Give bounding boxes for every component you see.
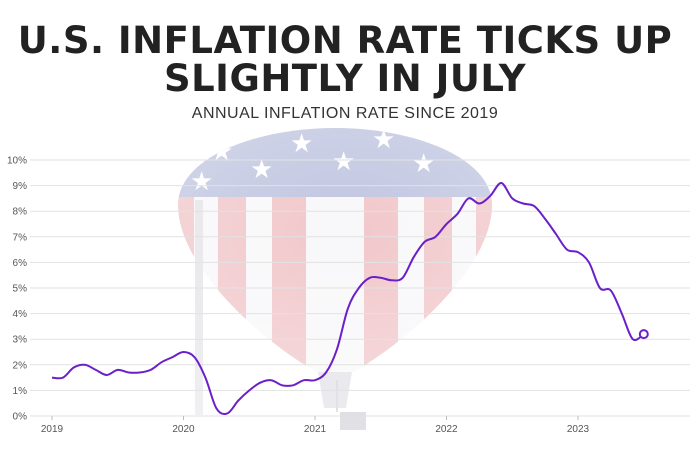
x-tick-label: 2019 bbox=[41, 424, 64, 435]
x-tick-label: 2020 bbox=[172, 424, 195, 435]
y-tick-label: 5% bbox=[13, 284, 28, 295]
y-axis-tick-labels: 0% 1% 2% 3% 4% 5% 6% 7% 8% 9% 10% bbox=[7, 156, 27, 423]
chart-title-line-2: SLIGHTLY IN JULY bbox=[163, 57, 527, 100]
y-tick-label: 4% bbox=[13, 309, 28, 320]
inflation-series bbox=[51, 182, 649, 415]
y-tick-label: 8% bbox=[13, 207, 28, 218]
y-tick-label: 6% bbox=[13, 258, 28, 269]
x-axis-tick-labels: 2019 2020 2021 2022 2023 bbox=[41, 416, 590, 435]
y-tick-label: 10% bbox=[7, 156, 27, 167]
chart-title: U.S. INFLATION RATE TICKS UP SLIGHTLY IN… bbox=[0, 22, 690, 98]
chart-title-line-1: U.S. INFLATION RATE TICKS UP bbox=[17, 19, 673, 62]
y-tick-label: 2% bbox=[13, 360, 28, 371]
x-tick-label: 2022 bbox=[435, 424, 458, 435]
x-tick-label: 2023 bbox=[567, 424, 590, 435]
gridlines bbox=[30, 159, 690, 417]
x-tick-label: 2021 bbox=[304, 424, 327, 435]
y-tick-label: 9% bbox=[13, 181, 28, 192]
series-line-0 bbox=[51, 182, 645, 415]
y-tick-label: 7% bbox=[13, 232, 28, 243]
y-tick-label: 1% bbox=[13, 386, 28, 397]
chart-subtitle: ANNUAL INFLATION RATE SINCE 2019 bbox=[191, 105, 499, 122]
y-tick-label: 0% bbox=[13, 412, 28, 423]
y-tick-label: 3% bbox=[13, 335, 28, 346]
latest-data-point bbox=[638, 329, 649, 340]
